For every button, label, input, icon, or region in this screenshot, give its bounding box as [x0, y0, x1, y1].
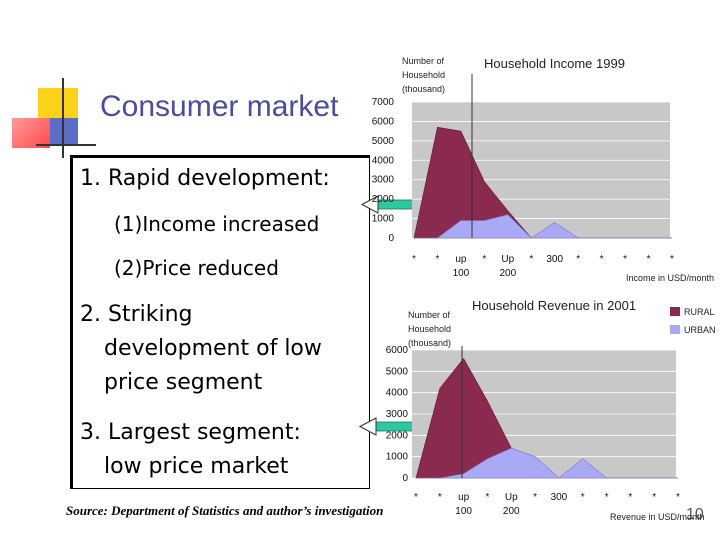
chart1-title: Household Income 1999: [484, 56, 625, 71]
point-2-line-3: price segment: [104, 370, 263, 395]
deco-horizontal-line: [36, 144, 96, 146]
point-2-line-2: development of low: [104, 336, 322, 361]
chart1-xtick-label: *: [647, 254, 651, 265]
chart2-ytick-label: 6000: [386, 345, 409, 356]
arrow-1: [360, 195, 481, 214]
chart2-ytick-label: 4000: [386, 388, 409, 399]
slide-title: Consumer market: [100, 90, 339, 123]
legend-rural-label: RURAL: [684, 307, 715, 317]
point-3-line-1: 3. Largest segment:: [80, 420, 301, 445]
deco-red-square: [12, 118, 50, 148]
chart1-xtick-label: up: [455, 254, 467, 265]
point-1: 1. Rapid development:: [80, 166, 330, 191]
chart2-xtick-label: Up: [505, 492, 518, 503]
chart1-xtick-label: *: [482, 254, 486, 265]
bullet-text-box: [70, 155, 370, 489]
chart2-series-rural-area: [415, 357, 678, 479]
chart2-xtick-label: 300: [551, 492, 568, 503]
deco-vertical-line: [62, 78, 64, 158]
chart1-xlabel: Income in USD/month: [626, 273, 714, 283]
legend-urban-swatch: [670, 325, 680, 334]
chart2-ylabel-line2: Household: [408, 324, 451, 334]
chart1-ytick-label: 4000: [372, 155, 395, 166]
chart1-plot-area: [412, 102, 670, 238]
chart1-ytick-label: 5000: [372, 136, 395, 147]
legend-urban-label: URBAN: [684, 325, 716, 335]
chart2-xtick-label-sub: 100: [455, 506, 472, 517]
chart2-ytick-label: 0: [402, 473, 408, 484]
chart1-xtick-label: *: [412, 254, 416, 265]
chart1-ylabel-line2: Household: [402, 70, 445, 80]
source-note: Source: Department of Statistics and aut…: [66, 503, 384, 518]
chart1-ytick-label: 2000: [372, 194, 395, 205]
deco-blue-square: [50, 118, 78, 146]
chart1-ytick-label: 6000: [372, 116, 395, 127]
chart2-xtick-label: *: [605, 492, 609, 503]
chart2-xtick-label-sub: 200: [503, 506, 520, 517]
chart2-xtick-label: *: [652, 492, 656, 503]
chart2-ytick-label: 5000: [386, 366, 409, 377]
point-3-line-2: low price market: [104, 454, 289, 479]
chart1-xtick-label: *: [670, 254, 674, 265]
chart1-ytick-label: 3000: [372, 175, 395, 186]
chart1-series-rural-area: [413, 126, 672, 239]
chart1-xtick-label: *: [600, 254, 604, 265]
chart2-ytick-label: 3000: [386, 409, 409, 420]
chart2-ylabel-line1: Number of: [408, 310, 451, 320]
chart1-xtick-label-sub: 200: [499, 268, 516, 279]
chart1-xtick-label: Up: [501, 254, 514, 265]
chart1-ytick-label: 7000: [372, 97, 395, 108]
chart2-plot-area: [412, 350, 676, 478]
chart2-xtick-label: *: [414, 492, 418, 503]
chart1-xtick-label: *: [576, 254, 580, 265]
chart2-series-urban-area: [416, 447, 678, 479]
chart1-xtick-label: 300: [546, 254, 563, 265]
chart2-ylabel-line3: (thousand): [408, 338, 451, 348]
chart2-xtick-label: *: [486, 492, 490, 503]
chart2-xtick-label: up: [458, 492, 470, 503]
chart2-xtick-label: *: [676, 492, 680, 503]
page-number: 10: [686, 506, 704, 523]
chart1-ylabel-line1: Number of: [402, 56, 445, 66]
chart2-ytick-label: 2000: [386, 430, 409, 441]
chart1-xtick-label-sub: 100: [453, 268, 470, 279]
chart2-ytick-label: 1000: [386, 452, 409, 463]
chart2-xtick-label: *: [628, 492, 632, 503]
point-1a: (1)Income increased: [114, 212, 320, 236]
chart2-xtick-label: *: [438, 492, 442, 503]
chart1-xtick-label: *: [623, 254, 627, 265]
point-1b: (2)Price reduced: [114, 256, 279, 280]
point-2-line-1: 2. Striking: [80, 302, 193, 327]
chart2-xtick-label: *: [581, 492, 585, 503]
chart1-ytick-label: 1000: [372, 214, 395, 225]
chart1-xtick-label: *: [529, 254, 533, 265]
chart1-series-urban-area: [414, 214, 672, 239]
chart1-ytick-label: 0: [388, 233, 394, 244]
chart2-title: Household Revenue in 2001: [472, 298, 636, 313]
arrow-2: [358, 417, 469, 436]
chart1-xtick-label: *: [436, 254, 440, 265]
chart2-xtick-label: *: [533, 492, 537, 503]
chart1-ylabel-line3: (thousand): [402, 84, 445, 94]
legend-rural-swatch: [670, 307, 680, 316]
